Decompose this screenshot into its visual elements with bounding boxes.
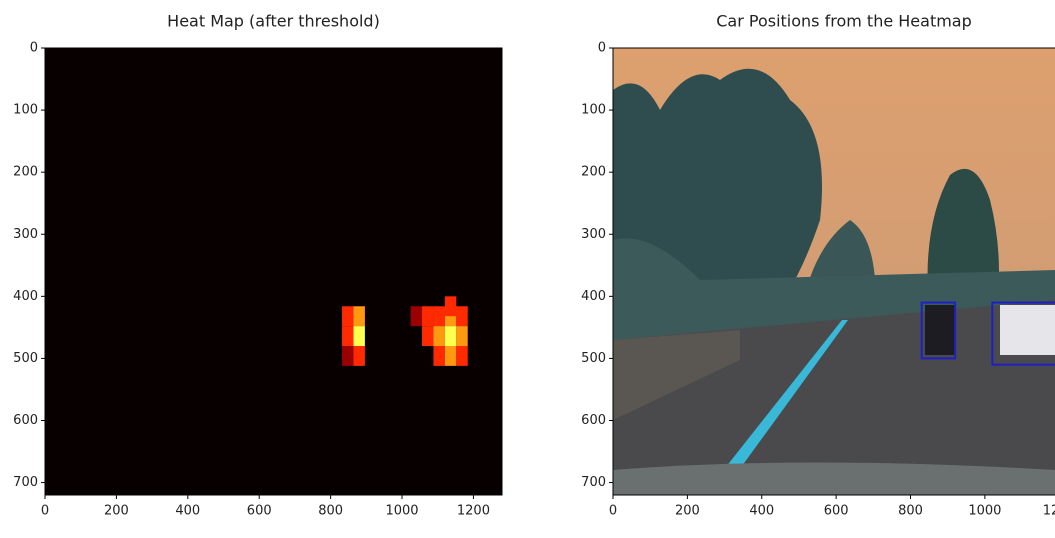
heat-cell xyxy=(353,346,364,366)
y-tick-label: 300 xyxy=(581,227,606,242)
heat-cell xyxy=(456,306,467,326)
heat-cell xyxy=(342,326,353,346)
heat-cell xyxy=(353,306,364,326)
heat-cell xyxy=(353,326,364,346)
x-tick-label: 800 xyxy=(898,504,923,519)
x-tick-label: 1200 xyxy=(457,504,490,519)
chart-title: Heat Map (after threshold) xyxy=(167,12,380,31)
y-tick-label: 300 xyxy=(13,227,38,242)
y-tick-label: 100 xyxy=(13,103,38,118)
y-tick-label: 0 xyxy=(30,41,38,56)
x-tick-label: 200 xyxy=(675,504,700,519)
heat-cell xyxy=(456,346,467,366)
y-tick-label: 700 xyxy=(13,475,38,490)
heat-cell xyxy=(445,296,456,316)
heat-cell xyxy=(456,326,467,346)
x-tick-label: 200 xyxy=(104,504,129,519)
x-tick-label: 1200 xyxy=(1043,504,1055,519)
heat-cell xyxy=(433,306,444,326)
x-tick-label: 400 xyxy=(175,504,200,519)
x-tick-label: 1000 xyxy=(968,504,1001,519)
heat-cell xyxy=(422,326,433,346)
y-tick-label: 0 xyxy=(598,41,606,56)
heat-cell xyxy=(342,306,353,326)
chart-title: Car Positions from the Heatmap xyxy=(716,12,972,31)
photo xyxy=(613,48,1055,495)
x-tick-label: 800 xyxy=(318,504,343,519)
y-tick-label: 500 xyxy=(13,351,38,366)
y-tick-label: 400 xyxy=(13,289,38,304)
heatmap-background xyxy=(45,48,502,495)
y-tick-label: 600 xyxy=(581,413,606,428)
heat-cell xyxy=(445,326,456,346)
y-tick-label: 400 xyxy=(581,289,606,304)
y-tick-label: 200 xyxy=(13,165,38,180)
y-tick-label: 500 xyxy=(581,351,606,366)
y-tick-label: 200 xyxy=(581,165,606,180)
heat-cell xyxy=(445,346,456,366)
figure: Heat Map (after threshold) 0 200 400 600 800 1… xyxy=(0,0,1055,538)
x-tick-label: 600 xyxy=(824,504,849,519)
x-tick-label: 600 xyxy=(247,504,272,519)
heat-cell xyxy=(433,346,444,366)
y-tick-label: 700 xyxy=(581,475,606,490)
x-tick-label: 0 xyxy=(609,504,617,519)
heat-cell xyxy=(342,346,353,366)
y-tick-label: 600 xyxy=(13,413,38,428)
x-tick-label: 400 xyxy=(749,504,774,519)
heat-cell xyxy=(433,326,444,346)
y-tick-label: 100 xyxy=(581,103,606,118)
heat-cell xyxy=(411,306,422,326)
heat-cell xyxy=(422,306,433,326)
x-tick-label: 0 xyxy=(41,504,49,519)
x-tick-label: 1000 xyxy=(385,504,418,519)
page: {"chart_data": [ {"type": "heatmap", "ti… xyxy=(0,0,1055,538)
